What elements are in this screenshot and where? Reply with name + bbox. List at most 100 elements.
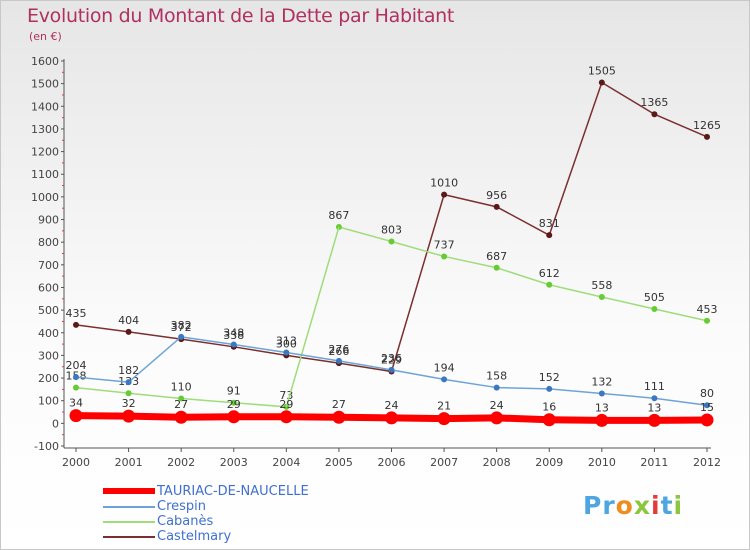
y-tick-label: 700 [38, 259, 59, 272]
data-label: 1365 [640, 96, 668, 109]
x-tick-label: 2010 [588, 456, 616, 469]
x-tick-label: 2001 [115, 456, 143, 469]
data-point [598, 293, 605, 300]
y-tick-label: 100 [38, 395, 59, 408]
data-point [704, 133, 710, 140]
data-label: 404 [118, 314, 139, 327]
y-tick-label: 1500 [31, 78, 59, 91]
y-tick-label: 400 [38, 327, 59, 340]
data-point [388, 366, 395, 373]
data-point [122, 409, 136, 423]
data-label: 32 [122, 397, 136, 410]
data-label: 338 [223, 329, 244, 342]
y-tick-label: 600 [38, 281, 59, 294]
data-label: 110 [171, 380, 192, 393]
y-tick-label: 200 [38, 372, 59, 385]
data-label: 24 [385, 399, 399, 412]
data-label: 236 [381, 352, 402, 365]
data-point [595, 413, 609, 427]
x-tick-label: 2007 [430, 456, 458, 469]
data-point [598, 390, 605, 397]
data-point [493, 264, 500, 271]
data-point [700, 413, 714, 427]
logo-letter: r [602, 491, 616, 520]
data-point [441, 253, 448, 260]
x-tick-label: 2006 [378, 456, 406, 469]
data-point [283, 349, 290, 356]
logo-letter: i [673, 491, 684, 520]
data-point [441, 191, 448, 198]
y-tick-label: 1000 [31, 191, 59, 204]
data-label: 29 [227, 398, 241, 411]
legend-label-castelmary: Castelmary [157, 529, 232, 544]
data-label: 956 [486, 189, 507, 202]
data-label: 80 [700, 387, 714, 400]
data-label: 73 [279, 389, 293, 402]
y-tick-label: 1100 [31, 168, 59, 181]
data-point [73, 374, 79, 381]
data-label: 27 [174, 398, 188, 411]
data-point [704, 317, 710, 324]
x-tick-label: 2011 [640, 456, 668, 469]
series-line-2-link [285, 226, 340, 408]
data-label: 313 [276, 334, 297, 347]
legend-swatch-tauriac [103, 488, 155, 494]
y-tick-label: 1600 [31, 55, 59, 68]
data-label: 152 [539, 371, 560, 384]
data-label: 91 [227, 385, 241, 398]
y-tick-label: 1400 [31, 100, 59, 113]
legend-swatch-crespin [103, 506, 155, 508]
legend-label-cabanes: Cabanès [157, 514, 214, 529]
data-label: 1010 [430, 177, 458, 190]
data-point [546, 385, 553, 392]
data-label: 16 [542, 401, 556, 414]
data-point [704, 402, 710, 409]
data-point [542, 413, 556, 427]
data-label: 182 [118, 364, 139, 377]
data-point [437, 412, 451, 426]
chart-unit: (en €) [29, 30, 62, 43]
data-point [490, 411, 504, 425]
data-label: 24 [490, 399, 504, 412]
data-point [385, 411, 398, 425]
data-point [125, 379, 132, 386]
y-tick-label: 900 [38, 214, 59, 227]
data-label: 382 [171, 319, 192, 332]
series-line-2 [338, 226, 708, 322]
x-tick-label: 2002 [167, 456, 195, 469]
x-tick-label: 2000 [62, 456, 90, 469]
data-point [73, 384, 79, 391]
y-tick-label: 800 [38, 236, 59, 249]
data-point [546, 232, 553, 239]
legend-swatch-cabanes [103, 521, 155, 523]
legend-label-tauriac: TAURIAC-DE-NAUCELLE [157, 484, 309, 499]
data-label: 34 [69, 397, 83, 410]
data-point [178, 395, 185, 402]
data-label: 1505 [588, 65, 616, 78]
logo-letter: x [633, 491, 651, 520]
data-point [332, 410, 346, 424]
data-label: 27 [332, 398, 346, 411]
data-label: 21 [437, 400, 451, 413]
data-point [493, 203, 500, 210]
data-point [227, 410, 241, 424]
data-label: 194 [434, 361, 455, 374]
data-point [647, 413, 661, 427]
data-label: 737 [434, 238, 455, 251]
y-tick-label: 300 [38, 349, 59, 362]
data-label: 687 [486, 250, 507, 263]
data-point [69, 409, 83, 423]
data-label: 13 [595, 401, 609, 414]
data-label: 111 [644, 380, 665, 393]
data-label: 204 [66, 359, 87, 372]
proxiti-logo: Proxiti [583, 491, 683, 520]
data-label: 15 [700, 401, 714, 414]
data-point [125, 390, 132, 397]
data-point [335, 357, 342, 364]
data-label: 229 [381, 353, 402, 366]
data-label: 29 [279, 398, 293, 411]
data-point [230, 399, 237, 406]
x-tick-label: 2012 [693, 456, 721, 469]
